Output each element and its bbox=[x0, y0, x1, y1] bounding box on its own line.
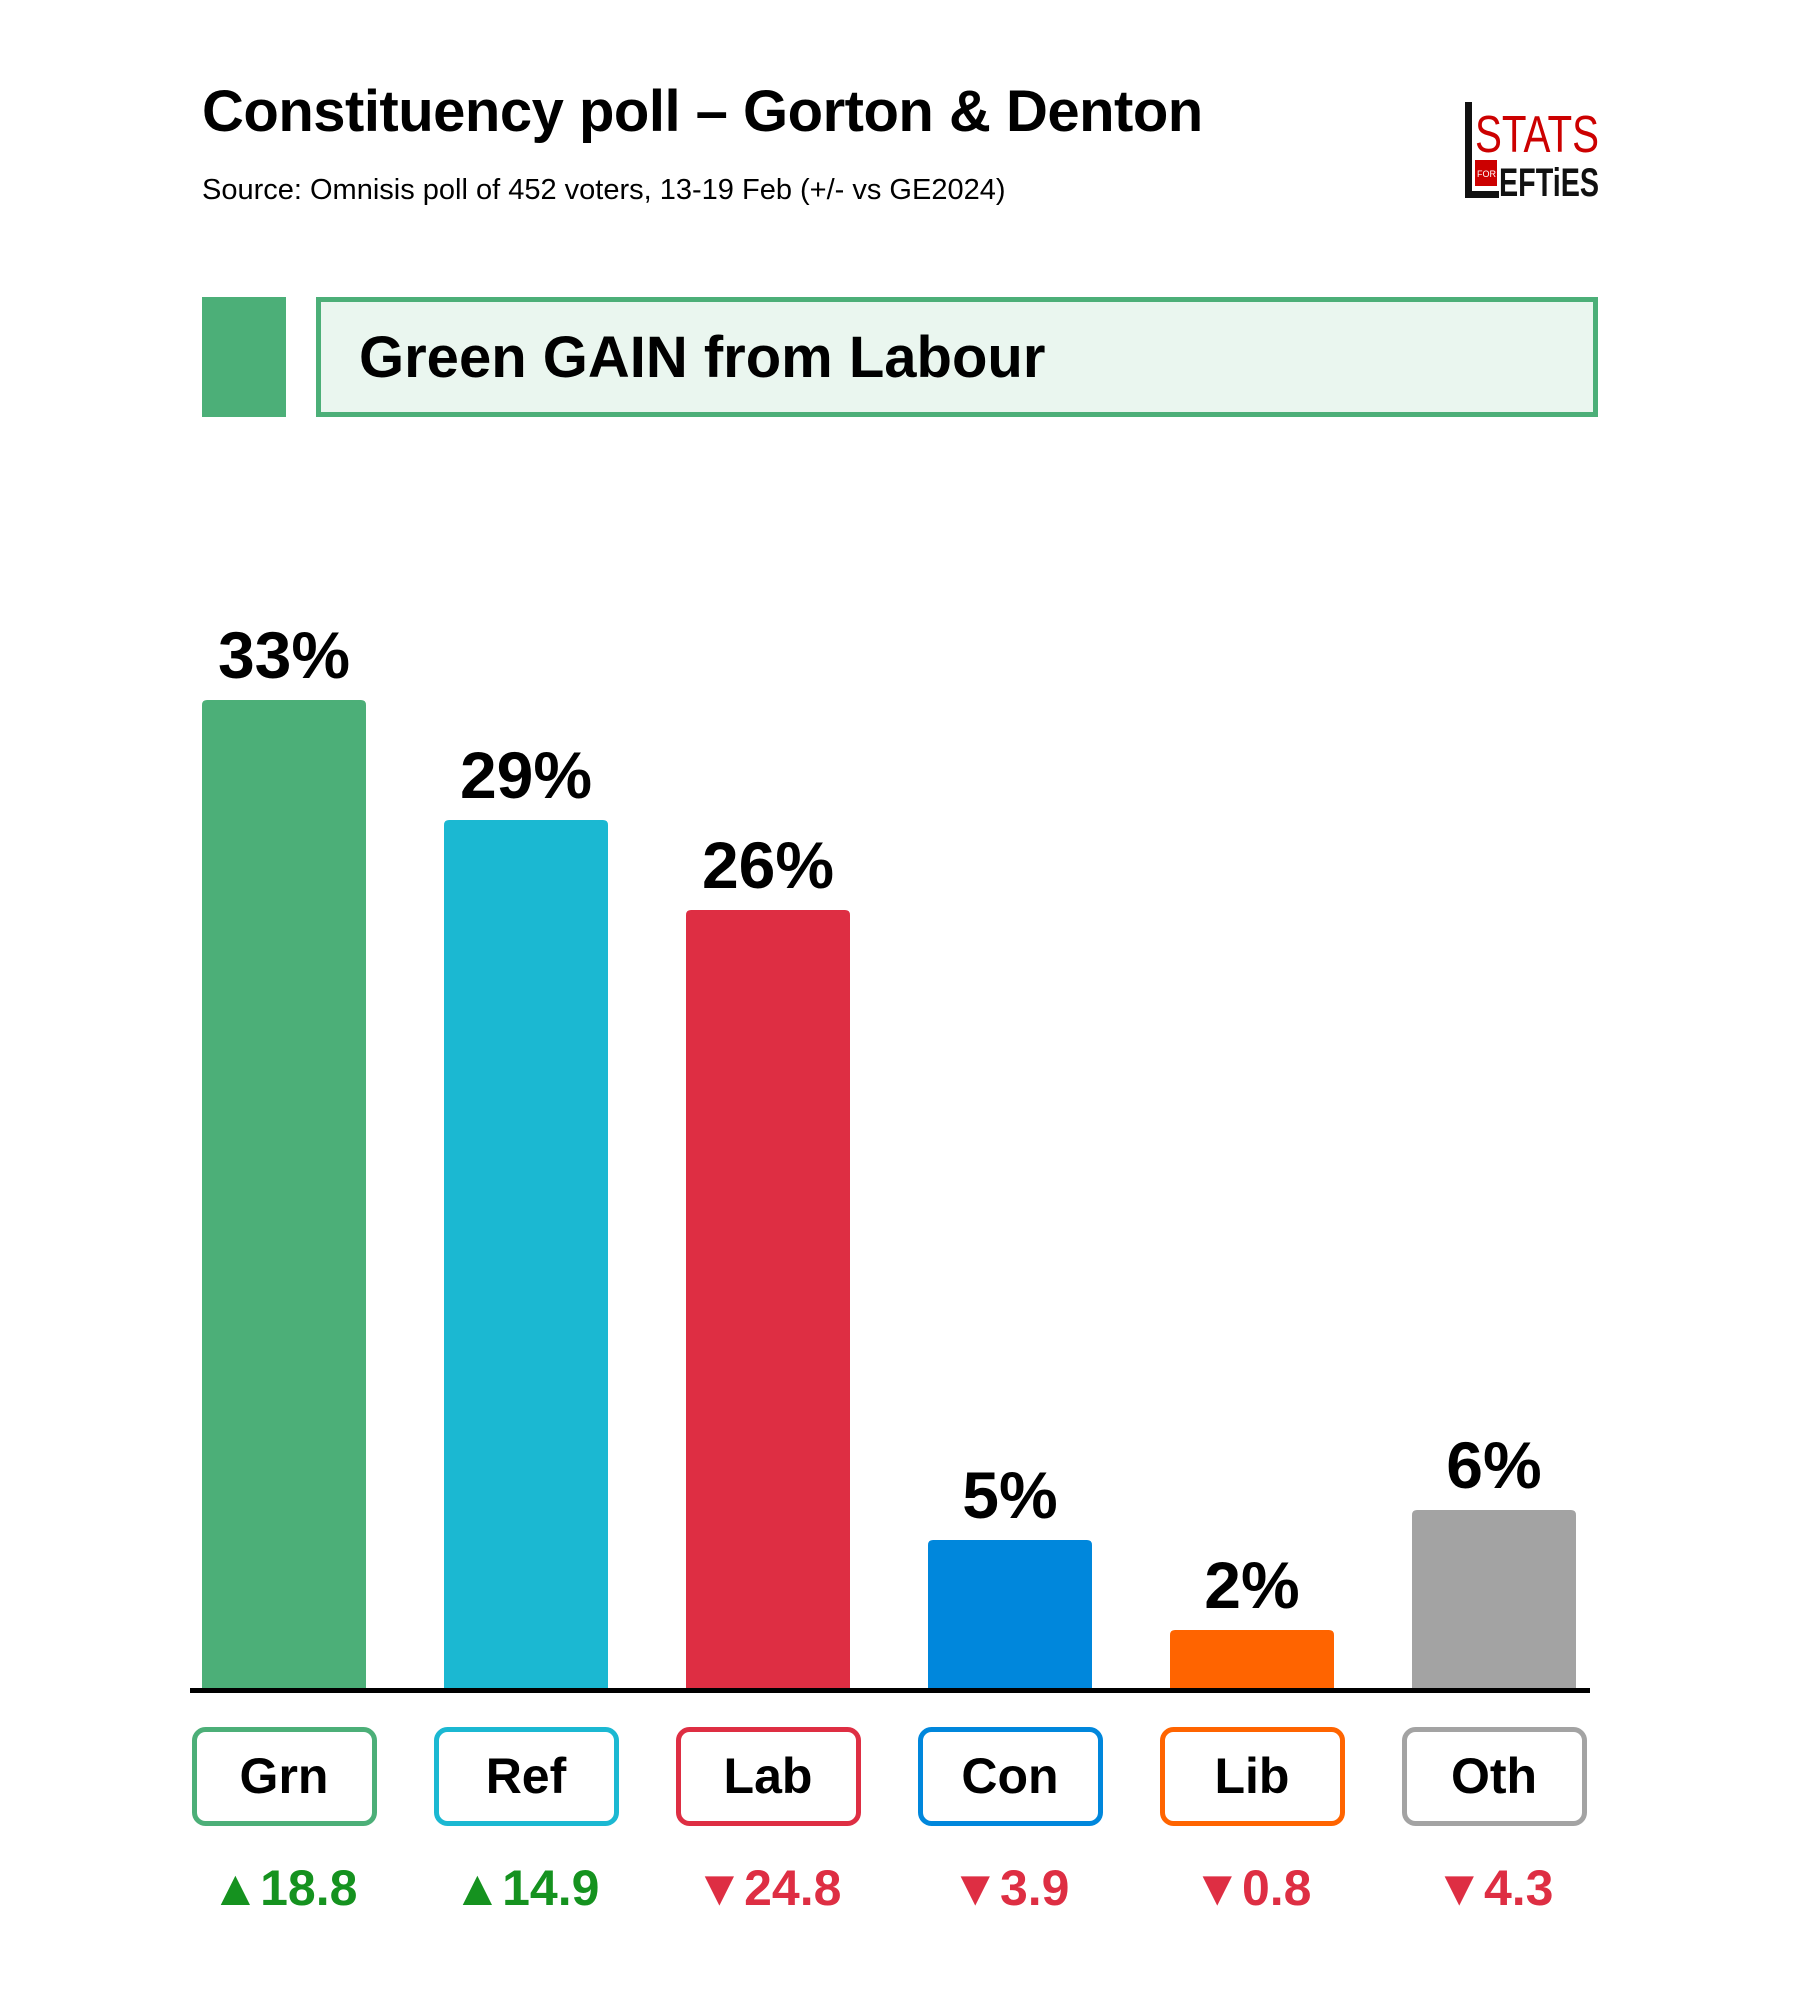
svg-text:EFTiES: EFTiES bbox=[1499, 161, 1599, 198]
party-label-box bbox=[918, 1727, 1103, 1826]
bar-grn bbox=[202, 700, 366, 1690]
party-label-box bbox=[1402, 1727, 1587, 1826]
change-label: ▲14.9 bbox=[453, 1860, 600, 1916]
party-label: Oth bbox=[1451, 1748, 1537, 1804]
party-label-box bbox=[434, 1727, 619, 1826]
value-label: 2% bbox=[1204, 1548, 1299, 1622]
value-label: 33% bbox=[218, 618, 350, 692]
party-label: Lab bbox=[724, 1748, 813, 1804]
change-label: ▼3.9 bbox=[951, 1860, 1070, 1916]
bar-lab bbox=[686, 910, 850, 1690]
chart-title: Constituency poll – Gorton & Denton bbox=[202, 79, 1203, 144]
value-label: 5% bbox=[962, 1458, 1057, 1532]
banner-color-square bbox=[202, 297, 286, 417]
change-label: ▼24.8 bbox=[695, 1860, 842, 1916]
value-label: 6% bbox=[1446, 1428, 1541, 1502]
bar-con bbox=[928, 1540, 1092, 1690]
party-label-box bbox=[1160, 1727, 1345, 1826]
result-banner: Green GAIN from Labour bbox=[316, 297, 1598, 417]
stats-for-lefties-logo: STATS FOR EFTiES bbox=[1465, 102, 1599, 198]
change-label: ▼4.3 bbox=[1435, 1860, 1554, 1916]
value-label: 26% bbox=[702, 828, 834, 902]
change-label: ▼0.8 bbox=[1193, 1860, 1312, 1916]
result-banner-text: Green GAIN from Labour bbox=[359, 325, 1046, 390]
bar-lib bbox=[1170, 1630, 1334, 1690]
party-label: Lib bbox=[1215, 1748, 1290, 1804]
party-label-box bbox=[192, 1727, 377, 1826]
svg-text:STATS: STATS bbox=[1475, 106, 1599, 164]
value-label: 29% bbox=[460, 738, 592, 812]
svg-text:FOR: FOR bbox=[1477, 169, 1496, 179]
chart-subtitle: Source: Omnisis poll of 452 voters, 13-1… bbox=[202, 174, 1006, 206]
bar-ref bbox=[444, 820, 608, 1690]
party-label: Grn bbox=[240, 1748, 329, 1804]
party-label: Con bbox=[961, 1748, 1058, 1804]
party-label-box bbox=[676, 1727, 861, 1826]
change-label: ▲18.8 bbox=[211, 1860, 358, 1916]
bar-oth bbox=[1412, 1510, 1576, 1690]
x-axis-line bbox=[190, 1688, 1590, 1693]
party-label: Ref bbox=[486, 1748, 567, 1804]
